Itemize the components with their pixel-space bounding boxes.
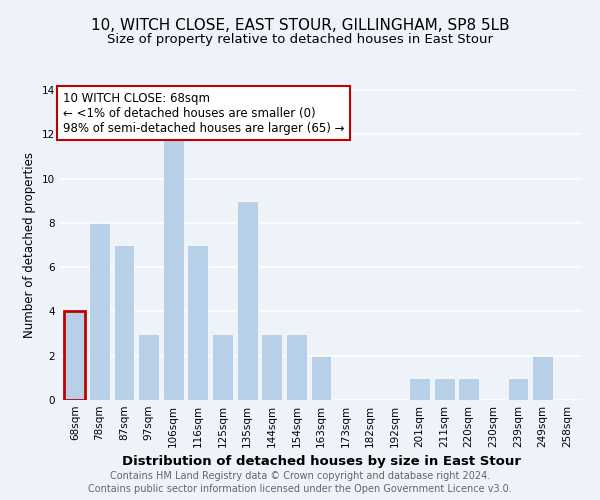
Bar: [236, 200, 257, 400]
Bar: [409, 378, 430, 400]
Bar: [64, 312, 85, 400]
Bar: [113, 245, 134, 400]
X-axis label: Distribution of detached houses by size in East Stour: Distribution of detached houses by size …: [121, 456, 521, 468]
Bar: [458, 378, 479, 400]
Text: Size of property relative to detached houses in East Stour: Size of property relative to detached ho…: [107, 32, 493, 46]
Bar: [286, 334, 307, 400]
Y-axis label: Number of detached properties: Number of detached properties: [23, 152, 37, 338]
Bar: [261, 334, 282, 400]
Text: 10, WITCH CLOSE, EAST STOUR, GILLINGHAM, SP8 5LB: 10, WITCH CLOSE, EAST STOUR, GILLINGHAM,…: [91, 18, 509, 32]
Text: 10 WITCH CLOSE: 68sqm
← <1% of detached houses are smaller (0)
98% of semi-detac: 10 WITCH CLOSE: 68sqm ← <1% of detached …: [62, 92, 344, 134]
Text: Contains HM Land Registry data © Crown copyright and database right 2024.: Contains HM Land Registry data © Crown c…: [110, 471, 490, 481]
Bar: [434, 378, 455, 400]
Bar: [138, 334, 159, 400]
Bar: [532, 356, 553, 400]
Bar: [89, 223, 110, 400]
Text: Contains public sector information licensed under the Open Government Licence v3: Contains public sector information licen…: [88, 484, 512, 494]
Bar: [212, 334, 233, 400]
Bar: [187, 245, 208, 400]
Bar: [311, 356, 331, 400]
Bar: [163, 134, 184, 400]
Bar: [508, 378, 529, 400]
